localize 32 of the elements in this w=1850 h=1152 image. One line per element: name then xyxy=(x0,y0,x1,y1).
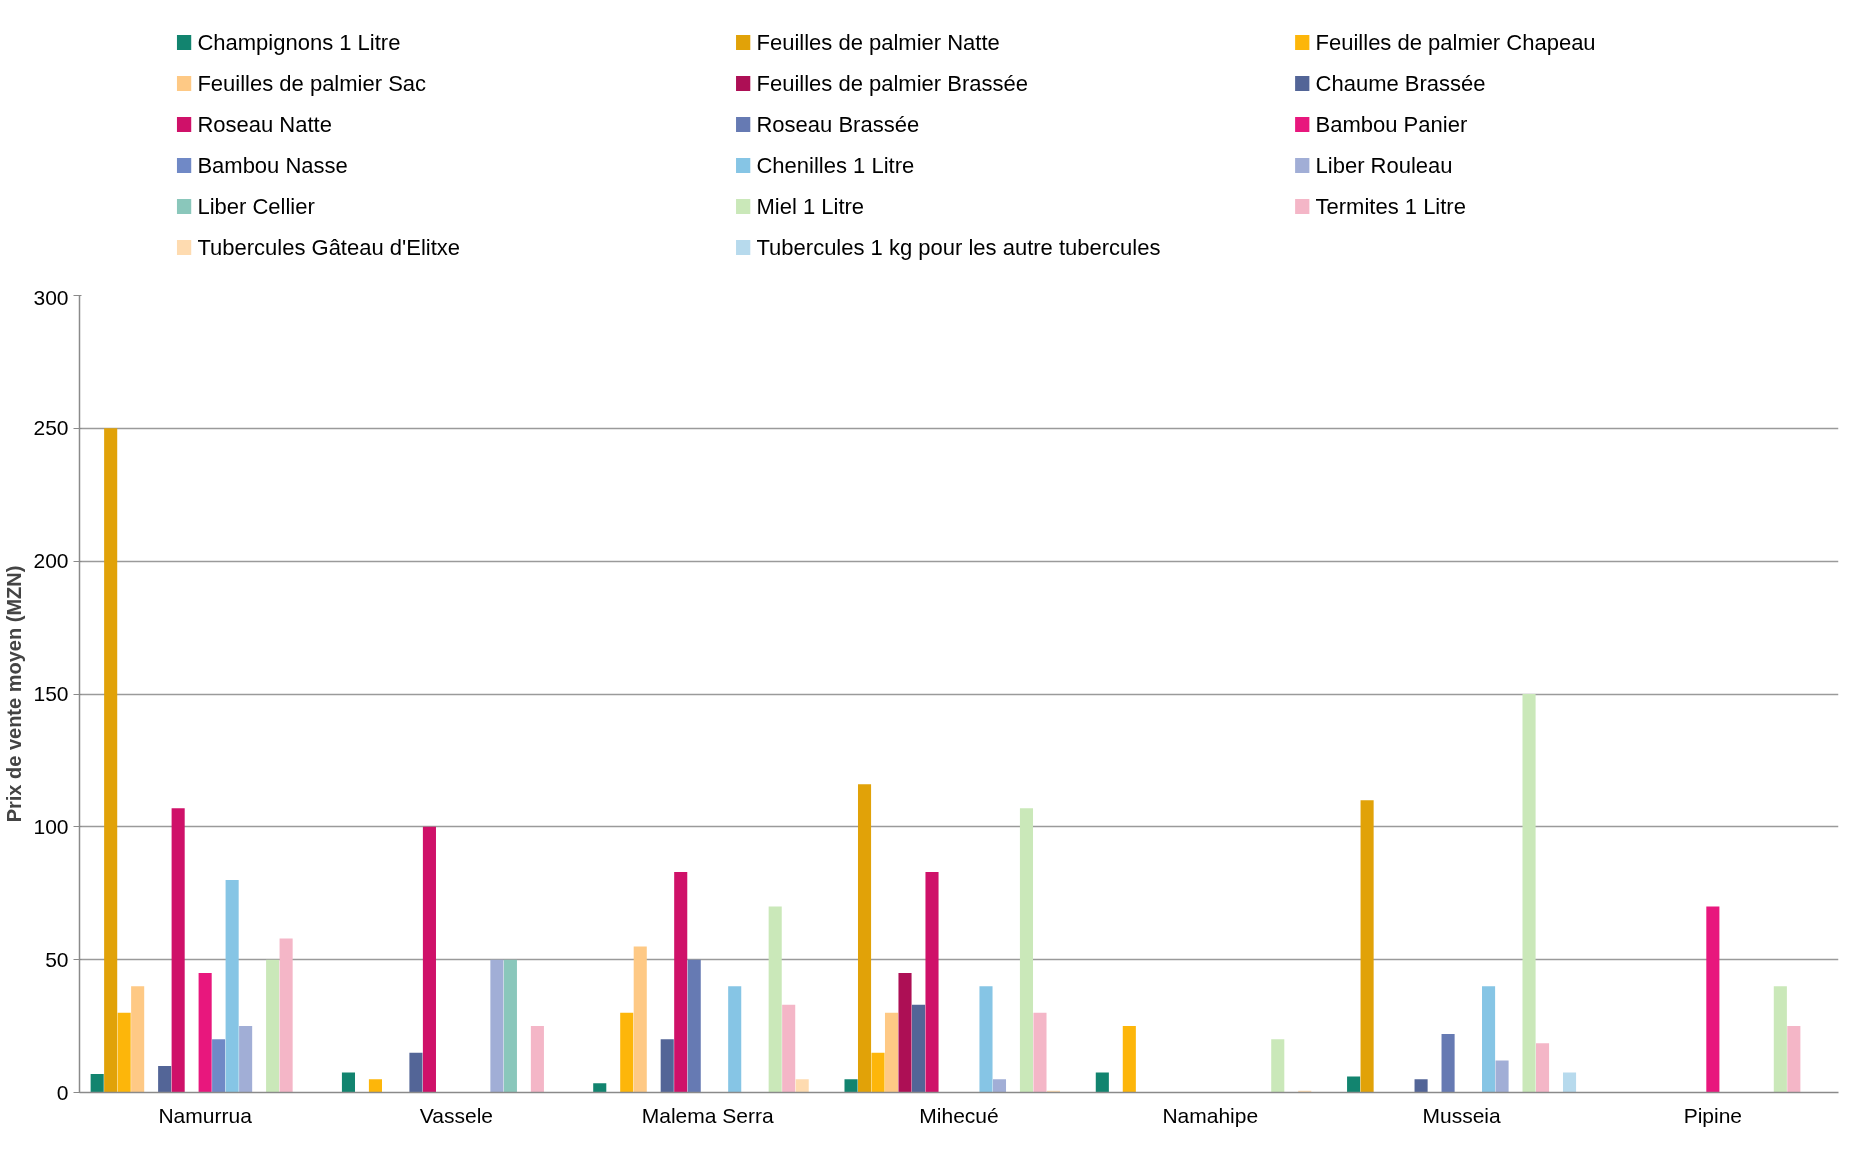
x-tick-label: Namurrua xyxy=(158,1103,253,1127)
legend-label: Miel 1 Litre xyxy=(756,194,865,219)
legend-label: Roseau Brassée xyxy=(756,112,920,137)
x-tick-label: Musseia xyxy=(1422,1103,1501,1127)
x-tick-label: Malema Serra xyxy=(641,1103,774,1127)
legend-label: Chenilles 1 Litre xyxy=(756,153,915,178)
legend-label: Liber Cellier xyxy=(197,194,315,219)
y-tick-label: 100 xyxy=(33,814,69,838)
legend-label: Chaume Brassée xyxy=(1315,71,1486,96)
legend-label: Feuilles de palmier Sac xyxy=(197,71,427,96)
y-axis-title: Prix de vente moyen (MZN) xyxy=(3,565,26,823)
legend-label: Feuilles de palmier Chapeau xyxy=(1315,30,1596,55)
y-tick-label: 50 xyxy=(45,947,69,971)
y-tick-label: 250 xyxy=(33,416,69,440)
y-tick-label: 300 xyxy=(33,285,69,309)
legend-label: Roseau Natte xyxy=(197,112,332,137)
x-tick-label: Namahipe xyxy=(1162,1103,1259,1127)
y-tick-label: 150 xyxy=(33,682,69,705)
x-tick-label: Mihecué xyxy=(919,1103,999,1127)
y-tick-label: 200 xyxy=(33,549,69,573)
legend-label: Feuilles de palmier Brassée xyxy=(756,71,1028,96)
x-tick-label: Vassele xyxy=(419,1103,494,1127)
legend-label: Tubercules Gâteau d'Elitxe xyxy=(197,235,461,260)
legend-label: Liber Rouleau xyxy=(1315,153,1453,178)
legend-label: Bambou Panier xyxy=(1315,112,1468,137)
y-tick-label: 0 xyxy=(56,1080,69,1104)
legend-label: Champignons 1 Litre xyxy=(197,30,401,55)
legend-label: Tubercules 1 kg pour les autre tubercules xyxy=(756,235,1161,260)
legend-label: Feuilles de palmier Natte xyxy=(756,30,1000,55)
x-tick-label: Pipine xyxy=(1683,1103,1743,1127)
legend-label: Termites 1 Litre xyxy=(1315,194,1466,219)
legend-label: Bambou Nasse xyxy=(197,153,348,178)
